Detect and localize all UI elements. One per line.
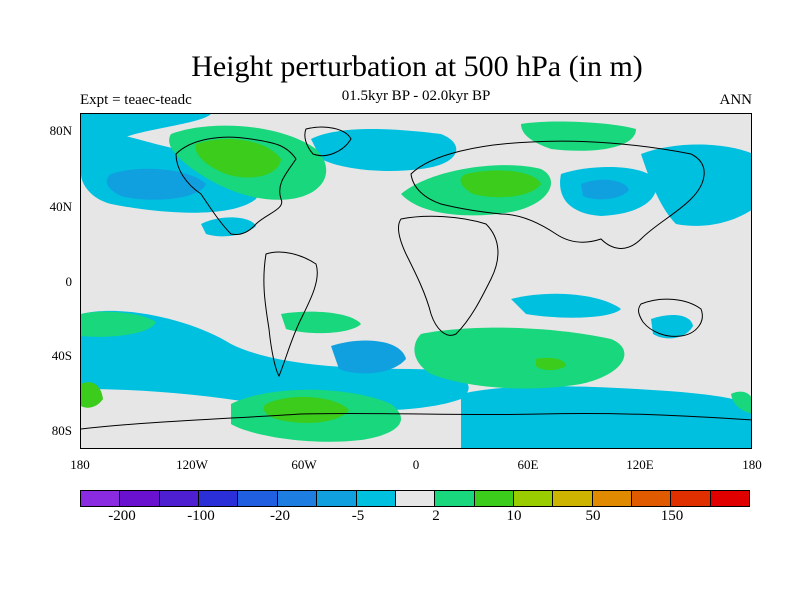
lat-label-40n: 40N xyxy=(49,199,72,214)
coastline-antarctica xyxy=(81,412,751,430)
negative-region-central-asia-core xyxy=(581,179,629,200)
lon-label-180e: 180 xyxy=(742,457,762,472)
negative-region-arctic xyxy=(81,114,211,142)
colorbar-swatch xyxy=(671,491,711,506)
negative-region-southern-ocean xyxy=(461,386,751,448)
negative-region-indian-ocean xyxy=(511,293,621,318)
colorbar-swatch xyxy=(120,491,160,506)
lon-label-120w: 120W xyxy=(176,457,208,472)
colorbar-label-minus20: -20 xyxy=(270,508,290,524)
lon-label-120e: 120E xyxy=(626,457,654,472)
colorbar-swatch xyxy=(710,491,750,506)
coastlines xyxy=(81,126,751,430)
negative-region-north-atlantic xyxy=(311,129,457,171)
positive-region-south-indian xyxy=(414,327,625,389)
negative-region-east-asia xyxy=(641,144,751,226)
colorbar-swatch xyxy=(592,491,633,506)
colorbar-swatch xyxy=(199,491,239,506)
colorbar-swatch xyxy=(81,491,121,506)
negative-region-south-atlantic xyxy=(331,340,406,374)
map-canvas xyxy=(81,114,751,448)
map-panel xyxy=(80,113,752,449)
colorbar-label-minus5: -5 xyxy=(351,508,365,524)
colorbar xyxy=(80,490,750,507)
colorbar-label-150: 150 xyxy=(660,508,684,524)
colorbar-swatch xyxy=(553,491,593,506)
lon-label-60e: 60E xyxy=(517,457,539,472)
negative-region-australia xyxy=(651,314,693,339)
map-title: Height perturbation at 500 hPa (in m) xyxy=(191,50,643,83)
colorbar-swatch xyxy=(632,491,672,506)
coastline-africa xyxy=(398,215,499,336)
colorbar-label-10: 10 xyxy=(506,508,522,524)
season-label: ANN xyxy=(719,92,753,108)
coastline-greenland xyxy=(304,126,352,157)
colorbar-swatch xyxy=(474,491,514,506)
positive-region-eurasia-core xyxy=(460,170,541,198)
coastline-australia xyxy=(638,298,703,337)
coastline-eurasia xyxy=(410,140,705,249)
lat-label-0: 0 xyxy=(65,274,73,289)
positive-region-arctic-east xyxy=(521,121,636,151)
colorbar-swatch xyxy=(277,491,318,506)
lon-label-0: 0 xyxy=(412,457,420,472)
negative-region-caribbean xyxy=(201,217,256,237)
contour-fields xyxy=(81,114,751,448)
positive-region-south-indian-core xyxy=(536,357,566,371)
lon-label-180w: 180 xyxy=(70,457,90,472)
colorbar-label-minus100: -100 xyxy=(187,508,215,524)
colorbar-swatch xyxy=(317,491,357,506)
colorbar-swatch xyxy=(395,491,436,506)
positive-region-west-edge xyxy=(81,382,103,408)
coastline-north-america xyxy=(175,136,297,235)
positive-region-antarctic-peninsula-core xyxy=(263,396,349,423)
lat-label-40s: 40S xyxy=(51,348,72,363)
negative-region-south-pacific xyxy=(81,310,469,411)
colorbar-swatch xyxy=(513,491,554,506)
positive-region-north-america-core xyxy=(195,139,281,178)
positive-region-east-pacific-south xyxy=(81,311,156,337)
lat-label-80n: 80N xyxy=(49,123,72,138)
colorbar-label-50: 50 xyxy=(585,508,601,524)
colorbar-swatch xyxy=(238,491,278,506)
positive-region-south-atlantic xyxy=(281,311,361,334)
lon-label-60w: 60W xyxy=(291,457,317,472)
lat-label-80s: 80S xyxy=(51,423,72,438)
negative-region-north-pacific-core xyxy=(106,168,206,200)
colorbar-label-minus200: -200 xyxy=(108,508,136,524)
colorbar-swatch xyxy=(159,491,200,506)
colorbar-swatch xyxy=(435,491,475,506)
experiment-label: Expt = teaec-teadc xyxy=(80,92,192,108)
map-subtitle: 01.5kyr BP - 02.0kyr BP xyxy=(341,88,491,104)
colorbar-swatch xyxy=(356,491,396,506)
positive-region-east-edge xyxy=(731,391,751,414)
colorbar-label-2: 2 xyxy=(432,508,440,524)
coastline-south-america xyxy=(263,251,318,378)
